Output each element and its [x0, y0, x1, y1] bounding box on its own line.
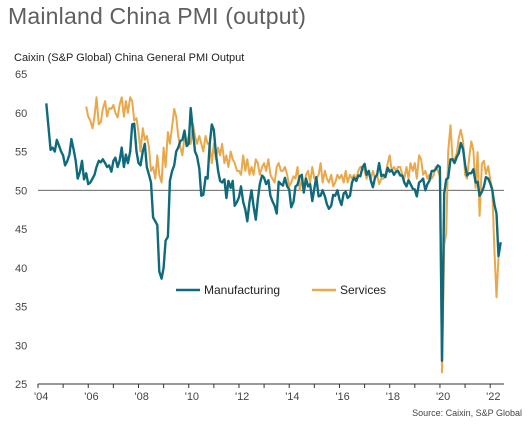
x-tick-label: '10: [185, 391, 199, 403]
chart-subtitle: Caixin (S&P Global) China General PMI Ou…: [14, 52, 245, 64]
series-layer: [45, 96, 502, 374]
x-tick-label: '16: [335, 391, 349, 403]
x-tick-label: '14: [285, 391, 299, 403]
x-tick-label: '18: [386, 391, 400, 403]
source-note: Source: Caixin, S&P Global: [412, 408, 522, 418]
y-tick-label: 35: [15, 302, 27, 314]
y-tick-label: 55: [15, 147, 27, 159]
page-title: Mainland China PMI (output): [8, 3, 307, 29]
y-tick-label: 25: [15, 379, 27, 391]
y-tick-label: 45: [15, 224, 27, 236]
legend-label-services: Services: [340, 283, 386, 297]
series-line-services: [85, 96, 500, 374]
y-tick-label: 50: [15, 185, 27, 197]
legend-label-manufacturing: Manufacturing: [204, 283, 280, 297]
y-tick-label: 40: [15, 263, 27, 275]
x-tick-label: '04: [34, 391, 48, 403]
axes-layer: 25 30 35 40 45 50 55 60 65 '04 '06 '08 '10 '12 '14 '16 '…: [15, 69, 504, 403]
x-tick-label: '12: [235, 391, 249, 403]
y-tick-label: 60: [15, 108, 27, 120]
x-tick-label: '06: [84, 391, 98, 403]
y-tick-label: 30: [15, 340, 27, 352]
x-tick-label: '20: [436, 391, 450, 403]
x-tick-label: '08: [134, 391, 148, 403]
series-line-manufacturing: [45, 103, 502, 362]
chart-legend: Manufacturing Services: [176, 283, 386, 297]
x-tick-label: '22: [486, 391, 500, 403]
y-tick-label: 65: [15, 69, 27, 81]
